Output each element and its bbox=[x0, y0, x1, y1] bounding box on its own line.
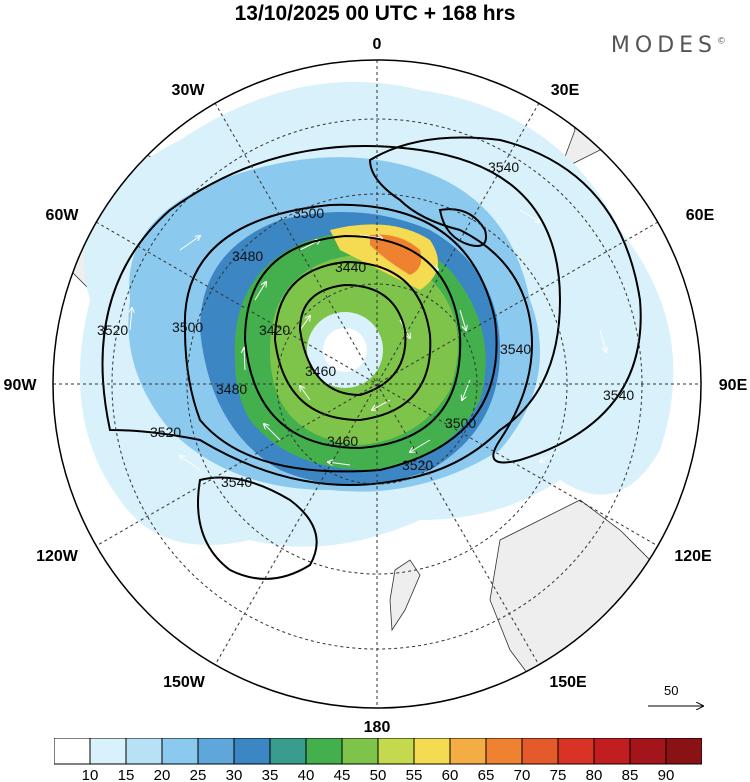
colorbar-tick-label: 65 bbox=[478, 767, 495, 782]
contour-3540-small bbox=[438, 208, 487, 247]
lon-label-0: 0 bbox=[373, 36, 382, 53]
colorbar-tick-label: 85 bbox=[622, 767, 639, 782]
colorbar-tick-label: 80 bbox=[586, 767, 603, 782]
contour-3440 bbox=[298, 283, 407, 397]
colorbar-tick-label: 60 bbox=[442, 767, 459, 782]
lon-label-90e: 90E bbox=[719, 377, 748, 394]
map-border bbox=[52, 59, 702, 709]
contour-label: 3500 bbox=[172, 319, 203, 335]
colorbar-tick-label: 75 bbox=[550, 767, 567, 782]
lon-label-60e: 60E bbox=[686, 207, 715, 224]
contour-3500 bbox=[183, 203, 498, 473]
brand-logo: MODES© bbox=[611, 33, 726, 58]
colorbar-box bbox=[125, 738, 163, 765]
lon-label-120e: 120E bbox=[674, 548, 712, 565]
colorbar-ticks: 10 15 20 25 30 35 40 45 50 55 60 65 70 75 80 85 90 bbox=[82, 767, 675, 782]
contour-label: 3540 bbox=[221, 474, 252, 490]
lon-label-180: 180 bbox=[364, 719, 391, 736]
reference-vector-label: 50 bbox=[664, 683, 679, 698]
colorbar-box bbox=[89, 738, 127, 765]
colorbar-box bbox=[233, 738, 271, 765]
colorbar-tick-label: 15 bbox=[118, 767, 135, 782]
colorbar-tick-label: 35 bbox=[262, 767, 279, 782]
contour-label: 3540 bbox=[500, 341, 531, 357]
colorbar-tick-label: 30 bbox=[226, 767, 243, 782]
geopotential-contours bbox=[101, 136, 642, 580]
land-new-zealand bbox=[389, 559, 421, 632]
graticule bbox=[53, 60, 701, 708]
contour-3540-south bbox=[197, 476, 318, 580]
colorbar-tick-label: 70 bbox=[514, 767, 531, 782]
map-disc bbox=[53, 60, 701, 708]
colorbar-tick-label: 25 bbox=[190, 767, 207, 782]
contour-label: 3520 bbox=[97, 322, 128, 338]
lon-label-150e: 150E bbox=[549, 674, 587, 691]
longitude-labels: 0 30E 60E 90E 120E 150E 180 150W 120W 90… bbox=[4, 36, 748, 736]
contour-label: 3540 bbox=[488, 159, 519, 175]
contour-3460 bbox=[273, 260, 432, 422]
colorbar-tick-label: 55 bbox=[406, 767, 423, 782]
colorbar-tick-label: 10 bbox=[82, 767, 99, 782]
contour-label: 3520 bbox=[402, 457, 433, 473]
wind-calm-core bbox=[323, 328, 367, 372]
contour-label: 3460 bbox=[327, 433, 358, 449]
colorbar-box bbox=[485, 738, 523, 765]
colorbar-box bbox=[521, 738, 559, 765]
colorbar-tick-label: 45 bbox=[334, 767, 351, 782]
colorbar-box bbox=[665, 738, 702, 765]
contour-3480 bbox=[243, 234, 462, 450]
contour-label: 3500 bbox=[445, 415, 476, 431]
contour-label: 3520 bbox=[150, 424, 181, 440]
contour-label: 3460 bbox=[305, 363, 336, 379]
colorbar-box bbox=[269, 738, 307, 765]
contour-label: 3440 bbox=[335, 259, 366, 275]
colorbar-box bbox=[557, 738, 595, 765]
colorbar-tick-label: 90 bbox=[658, 767, 675, 782]
colorbar-box bbox=[161, 738, 199, 765]
colorbar-box bbox=[341, 738, 379, 765]
lon-label-120w: 120W bbox=[36, 548, 79, 565]
colorbar-box bbox=[54, 738, 91, 765]
lon-label-150w: 150W bbox=[163, 674, 206, 691]
contour-label: 3500 bbox=[293, 205, 324, 221]
contour-label: 3480 bbox=[232, 248, 263, 264]
lon-label-30e: 30E bbox=[551, 82, 580, 99]
colorbar-box bbox=[377, 738, 415, 765]
colorbar-box bbox=[593, 738, 631, 765]
colorbar-boxes bbox=[54, 738, 702, 765]
colorbar-box bbox=[413, 738, 451, 765]
wind-band-65 bbox=[370, 234, 422, 275]
contour-label: 3540 bbox=[603, 387, 634, 403]
map-title: 13/10/2025 00 UTC + 168 hrs bbox=[234, 2, 516, 25]
brand-mark: © bbox=[717, 36, 726, 47]
contour-label: 3480 bbox=[216, 381, 247, 397]
contour-label-group: 3440 3460 3460 3480 3480 3500 3500 3500 … bbox=[97, 159, 634, 490]
lon-label-60w: 60W bbox=[46, 207, 80, 224]
lon-label-90w: 90W bbox=[4, 377, 38, 394]
colorbar-box bbox=[197, 738, 235, 765]
colorbar-box bbox=[449, 738, 487, 765]
contour-3520 bbox=[101, 145, 562, 486]
colorbar-box bbox=[305, 738, 343, 765]
colorbar-box bbox=[629, 738, 667, 765]
contour-label: 3420 bbox=[259, 322, 290, 338]
brand-text: MODES bbox=[610, 33, 717, 58]
colorbar-tick-label: 40 bbox=[298, 767, 315, 782]
lon-label-30w: 30W bbox=[172, 82, 206, 99]
colorbar-tick-label: 20 bbox=[154, 767, 171, 782]
colorbar-tick-label: 50 bbox=[370, 767, 387, 782]
colorbar: 10 15 20 25 30 35 40 45 50 55 60 65 70 75 80 85 90 bbox=[54, 738, 702, 782]
